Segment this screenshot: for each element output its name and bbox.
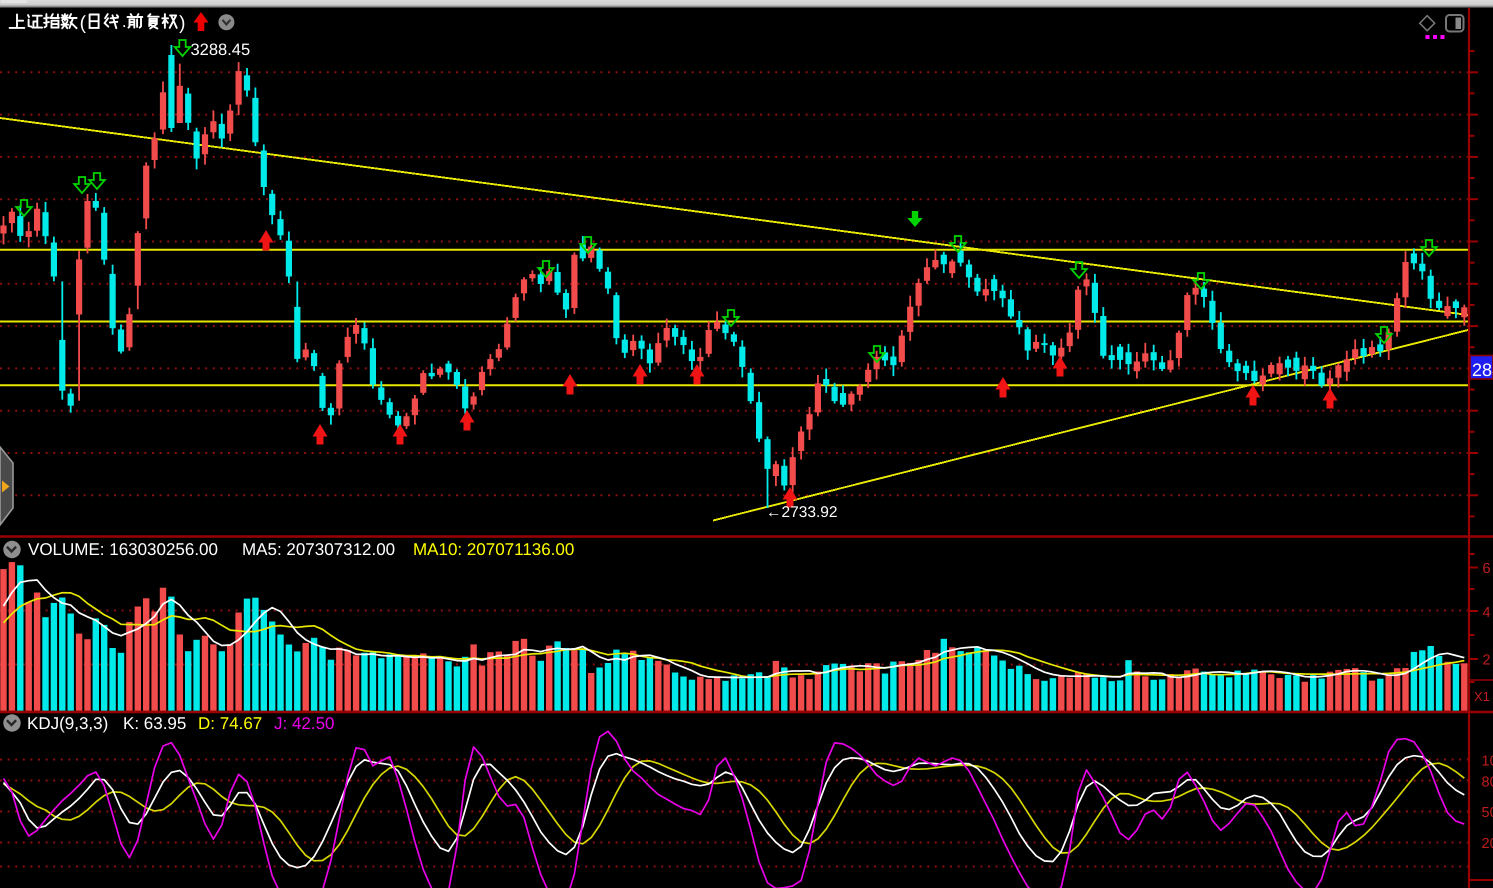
svg-text:K: 63.95: K: 63.95: [123, 714, 186, 733]
svg-text:←2733.92: ←2733.92: [766, 504, 838, 521]
svg-text:X1: X1: [1474, 689, 1490, 704]
svg-text:100.00: 100.00: [1482, 754, 1493, 770]
svg-text:2: 2: [1483, 653, 1491, 669]
svg-text:20.00: 20.00: [1482, 836, 1493, 852]
svg-text:.: .: [122, 12, 127, 31]
svg-text:KDJ(9,3,3): KDJ(9,3,3): [27, 714, 108, 733]
svg-text:): ): [179, 13, 185, 34]
svg-text:288: 288: [1472, 360, 1493, 380]
svg-text:(: (: [80, 13, 87, 34]
svg-text:MA10: 207071136.00: MA10: 207071136.00: [413, 540, 574, 559]
svg-text:MA5: 207307312.00: MA5: 207307312.00: [242, 540, 395, 559]
svg-text:3288.45: 3288.45: [191, 41, 251, 59]
svg-text:80.00: 80.00: [1482, 775, 1493, 791]
svg-text:50.00: 50.00: [1482, 805, 1493, 821]
svg-text:6: 6: [1483, 561, 1491, 577]
svg-text:J: 42.50: J: 42.50: [274, 714, 335, 733]
svg-text:D: 74.67: D: 74.67: [198, 714, 262, 733]
svg-text:4: 4: [1483, 605, 1491, 621]
svg-text:VOLUME: 163030256.00: VOLUME: 163030256.00: [28, 540, 218, 559]
